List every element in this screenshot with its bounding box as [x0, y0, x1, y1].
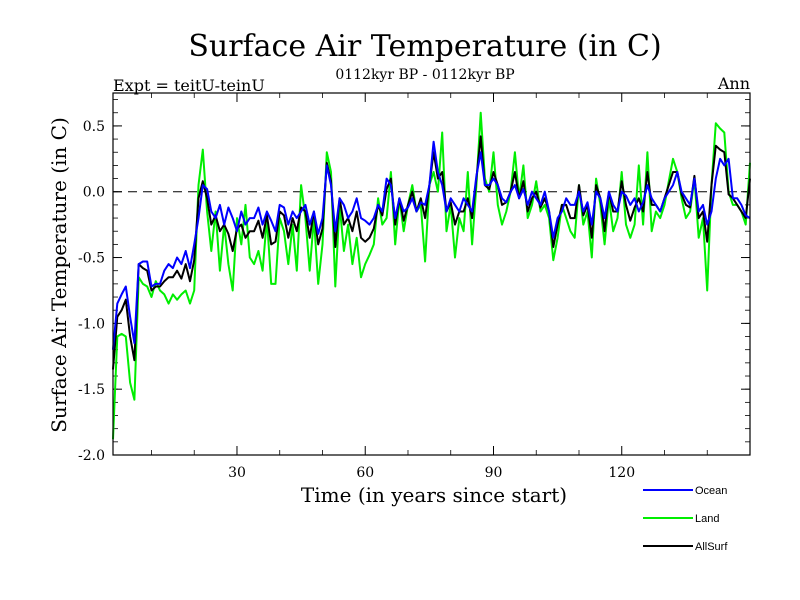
series-line-land: [112, 111, 751, 440]
legend-label-allsurf: AllSurf: [695, 541, 728, 553]
x-tick-label: 60: [356, 465, 374, 481]
y-axis-label: Surface Air Temperature (in C): [47, 117, 71, 433]
y-tick-label: -1.5: [78, 382, 105, 398]
x-tick-label: 90: [485, 465, 503, 481]
y-tick-label: 0.5: [83, 119, 105, 135]
chart-title: Surface Air Temperature (in C): [188, 29, 661, 64]
y-tick-label: -0.5: [78, 251, 105, 267]
experiment-label: Expt = teitU-teinU: [113, 76, 265, 95]
legend-label-ocean: Ocean: [695, 485, 727, 497]
y-tick-label: -1.0: [78, 316, 105, 332]
series-line-ocean: [112, 140, 751, 350]
y-tick-label: 0.0: [83, 185, 105, 201]
x-axis-label: Time (in years since start): [301, 483, 567, 507]
y-tick-label: -2.0: [78, 448, 105, 464]
plot-frame: [112, 92, 751, 456]
legend-label-land: Land: [695, 513, 719, 525]
chart-subtitle: 0112kyr BP - 0112kyr BP: [335, 67, 514, 83]
x-tick-label: 30: [228, 465, 246, 481]
season-label: Ann: [717, 74, 750, 93]
x-tick-label: 120: [608, 465, 635, 481]
